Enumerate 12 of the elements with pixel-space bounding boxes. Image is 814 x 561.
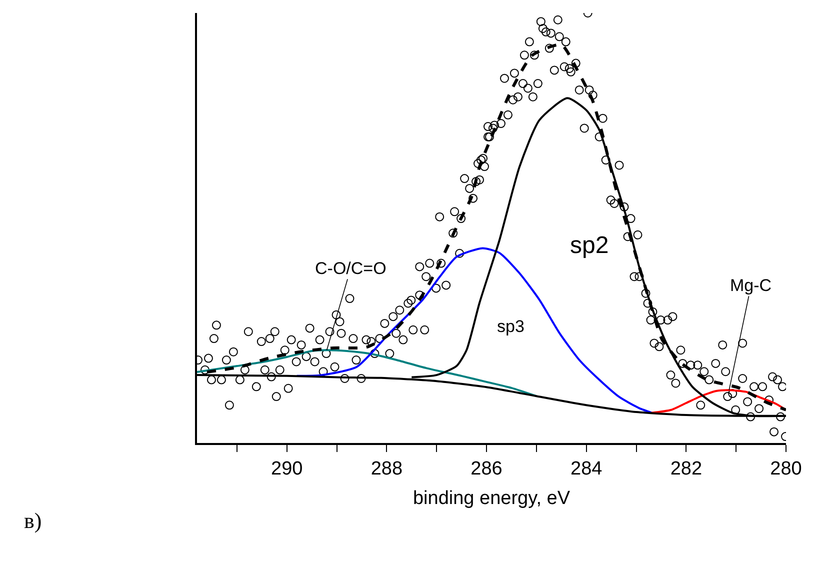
x-axis-title: binding energy, eV — [412, 488, 570, 509]
x-tick-label: 282 — [670, 458, 702, 480]
text: в) — [24, 508, 42, 533]
x-tick-label: 288 — [370, 458, 403, 480]
x-tick-label: 284 — [570, 458, 603, 480]
x-tick-label: 290 — [271, 458, 303, 480]
x-tick-label: 286 — [470, 458, 502, 480]
series-label: sp2 — [570, 232, 609, 259]
text: C-O/C=O — [315, 259, 386, 278]
text: Mg-C — [730, 276, 772, 295]
x-tick-label: 280 — [770, 458, 802, 480]
series-label: sp3 — [497, 317, 524, 336]
